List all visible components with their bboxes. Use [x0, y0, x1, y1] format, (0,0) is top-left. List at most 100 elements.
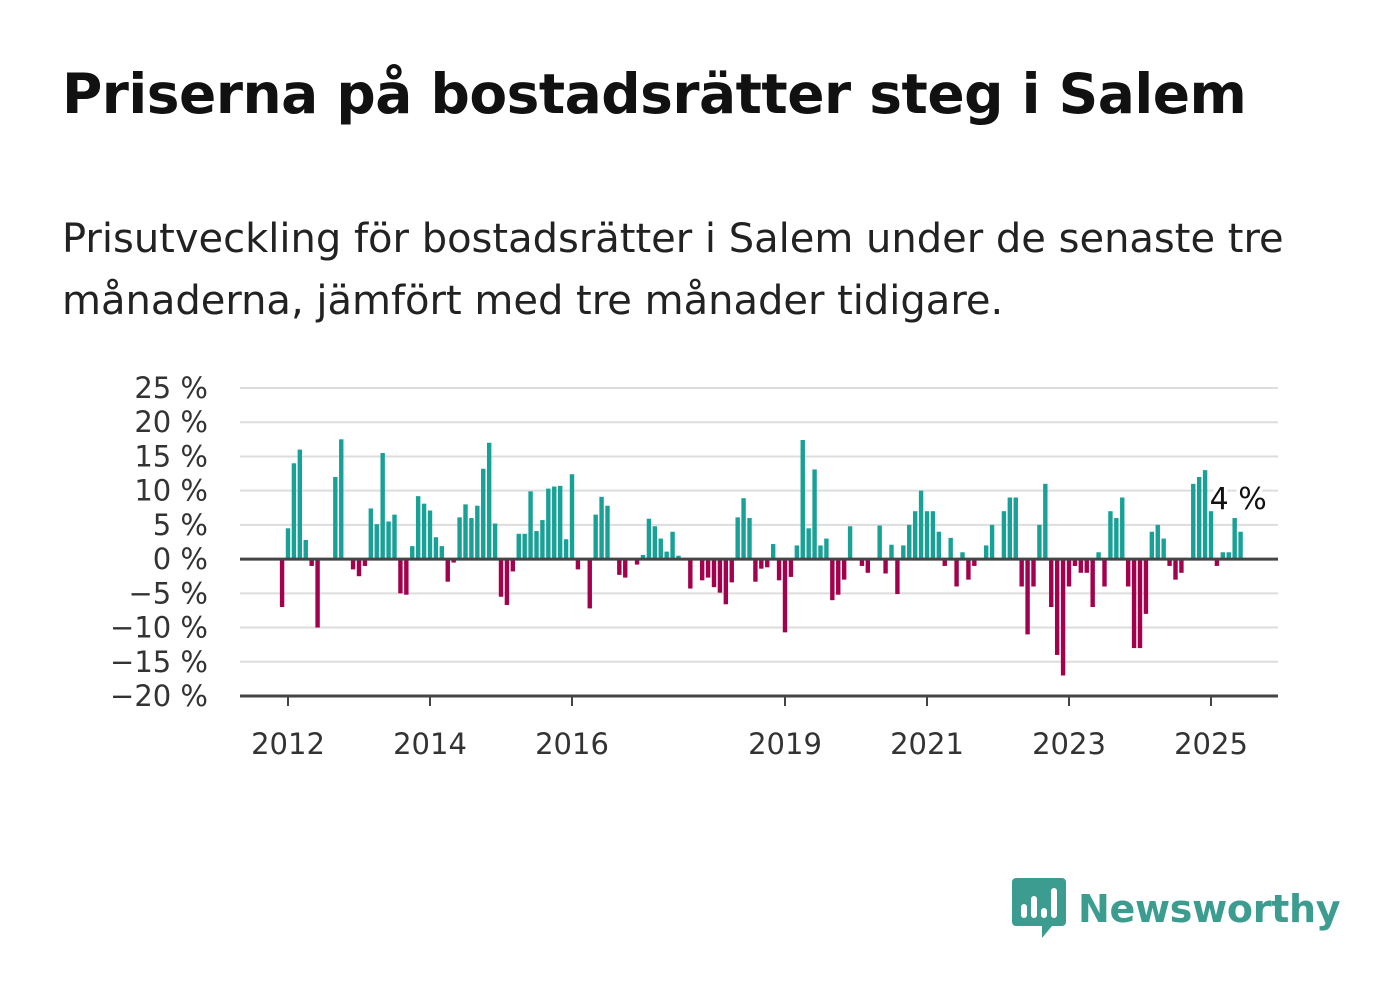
y-tick-label: 25 %: [134, 371, 208, 405]
bar: [410, 546, 415, 560]
bar: [989, 524, 995, 560]
last-value-label: 4 %: [1210, 482, 1267, 517]
bar: [1066, 559, 1072, 587]
bar: [1084, 559, 1089, 573]
bar: [297, 449, 303, 560]
y-tick-label: 20 %: [134, 405, 208, 439]
bar: [1102, 559, 1107, 587]
bar: [1191, 483, 1196, 560]
bar: [841, 559, 847, 580]
bar: [445, 559, 450, 582]
bar: [1054, 559, 1060, 655]
bar: [883, 559, 888, 574]
bar: [1078, 559, 1084, 573]
bar: [1013, 497, 1018, 560]
bar: [291, 463, 297, 560]
bar: [1226, 552, 1231, 560]
bar: [806, 528, 811, 560]
bar: [717, 559, 723, 593]
bar: [1143, 559, 1149, 614]
bar: [664, 551, 669, 560]
bar: [652, 526, 658, 560]
bar: [836, 559, 841, 595]
bar: [936, 531, 942, 560]
bar: [374, 524, 379, 560]
newsworthy-logo-icon: [1012, 878, 1066, 938]
bar: [1072, 559, 1078, 566]
bar: [350, 559, 356, 570]
bar: [587, 559, 592, 609]
bar: [800, 440, 805, 560]
bar: [877, 525, 882, 560]
bar: [421, 503, 427, 560]
bar: [510, 559, 516, 572]
bar: [1179, 559, 1184, 573]
bar: [315, 559, 320, 628]
bar: [948, 537, 953, 560]
bar: [972, 559, 977, 566]
bar: [617, 559, 622, 575]
bar: [575, 559, 581, 570]
bar: [492, 523, 498, 560]
bar: [1031, 559, 1036, 587]
x-tick-label: 2025: [1174, 727, 1248, 761]
bar: [1238, 531, 1243, 560]
bar: [546, 488, 551, 560]
bar: [415, 496, 421, 560]
bar: [516, 533, 521, 560]
bar: [788, 559, 794, 577]
bar: [794, 545, 800, 560]
bar: [918, 490, 924, 560]
bar: [634, 559, 640, 565]
bar: [670, 531, 675, 560]
bar: [1155, 524, 1160, 560]
bar: [569, 474, 575, 560]
bar: [1137, 559, 1143, 649]
bar: [339, 439, 344, 560]
bar: [1060, 559, 1066, 676]
y-tick-label: −20 %: [110, 679, 208, 713]
bar: [303, 539, 308, 560]
bar: [824, 538, 829, 560]
bar: [528, 491, 533, 560]
bar: [1131, 559, 1137, 649]
bar: [599, 496, 604, 560]
bar: [1090, 559, 1095, 608]
bar: [285, 528, 291, 560]
y-tick-label: −5 %: [128, 576, 208, 610]
bar: [398, 559, 403, 594]
labels: 25 %20 %15 %10 %5 %0 %−5 %−10 %−15 %−20 …: [110, 371, 1270, 761]
bar: [741, 498, 746, 560]
bar: [688, 559, 693, 589]
bar: [392, 514, 397, 560]
bar: [1196, 476, 1202, 560]
bar: [623, 559, 628, 578]
bar: [1001, 511, 1007, 560]
bar: [1096, 552, 1101, 560]
bar: [457, 517, 462, 560]
bar: [735, 517, 740, 560]
bar: [699, 559, 705, 581]
brand-name: Newsworthy: [1078, 887, 1341, 931]
brand: Newsworthy: [1012, 878, 1341, 940]
bar: [812, 469, 817, 560]
bar: [705, 559, 711, 578]
bar: [912, 511, 918, 560]
bar: [469, 518, 474, 560]
bar: [1161, 538, 1166, 560]
y-tick-label: 10 %: [134, 474, 208, 508]
bar: [1149, 531, 1155, 560]
bar: [753, 559, 758, 582]
bar: [818, 545, 823, 560]
bar: [481, 468, 486, 560]
bar: [368, 508, 374, 560]
bar: [1019, 559, 1024, 587]
bar: [486, 442, 492, 560]
bar: [942, 559, 947, 566]
bar: [646, 518, 652, 560]
bar: [776, 559, 782, 581]
bar: [475, 505, 480, 560]
bar: [1037, 524, 1042, 560]
bar: [930, 511, 936, 560]
